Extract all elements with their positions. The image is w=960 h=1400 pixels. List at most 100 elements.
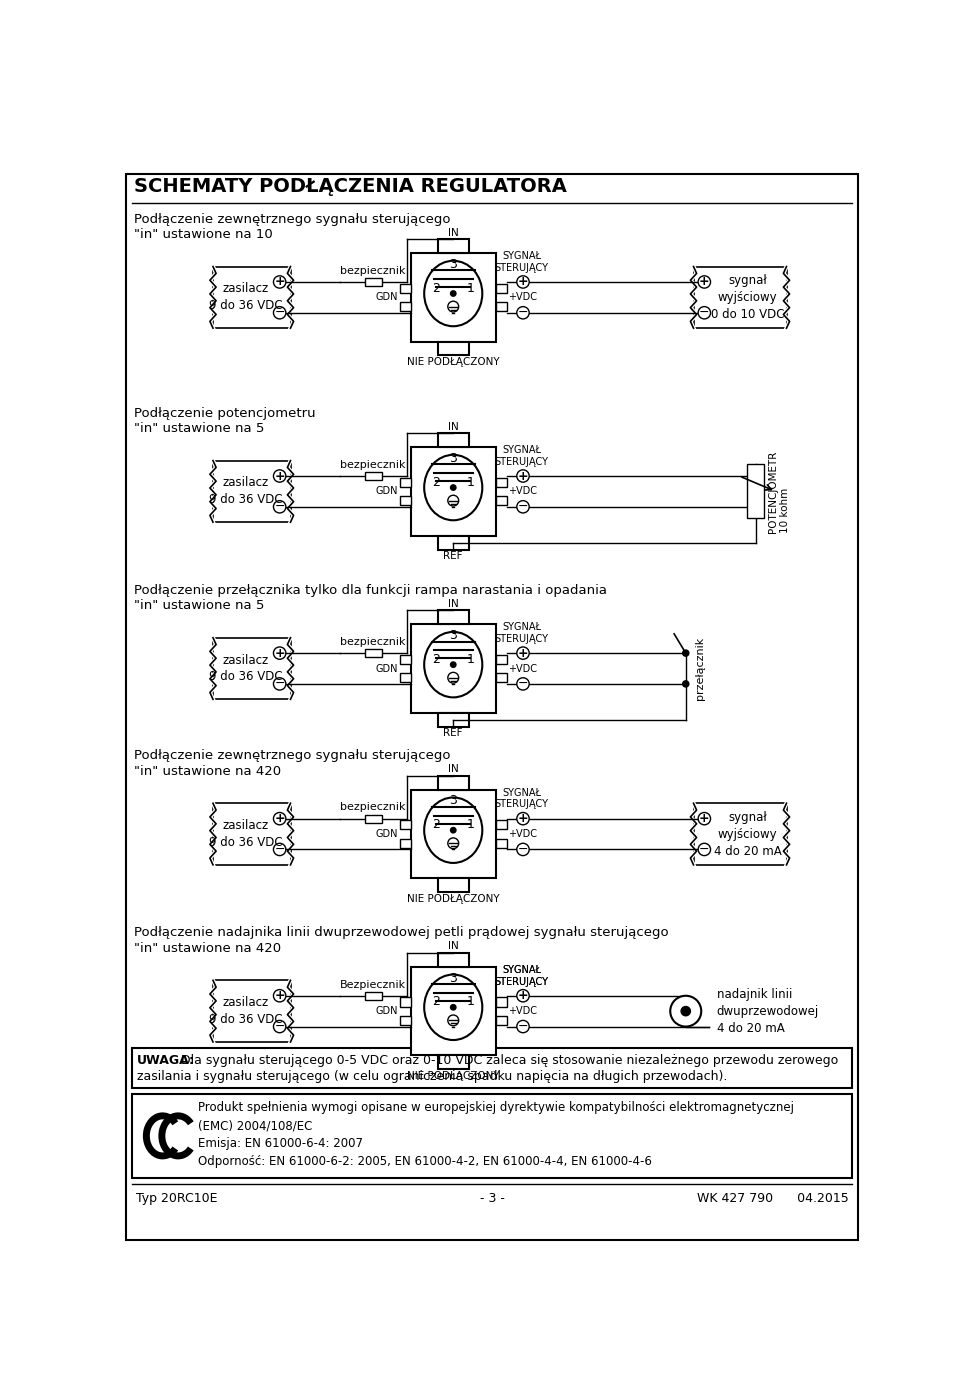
Text: "in" ustawione na 5: "in" ustawione na 5 (134, 599, 264, 612)
Bar (496, 302, 507, 311)
Text: zasilacz
9 do 36 VDC: zasilacz 9 do 36 VDC (208, 654, 282, 683)
Text: 3: 3 (449, 258, 457, 270)
Text: zasilacz
9 do 36 VDC: zasilacz 9 do 36 VDC (208, 476, 282, 507)
Bar (411, 967, 496, 1056)
Bar (747, 465, 764, 518)
Bar (438, 610, 468, 624)
Text: "in" ustawione na 10: "in" ustawione na 10 (134, 228, 273, 241)
Bar (132, 1049, 852, 1088)
Ellipse shape (424, 455, 482, 521)
Text: −: − (517, 307, 528, 319)
Bar (496, 283, 507, 293)
Text: 1: 1 (467, 652, 474, 666)
Text: GDN: GDN (375, 664, 398, 673)
Text: 3: 3 (449, 972, 457, 984)
Text: Podłączenie przełącznika tylko dla funkcji rampa narastania i opadania: Podłączenie przełącznika tylko dla funkc… (134, 584, 607, 596)
Text: 3: 3 (449, 452, 457, 465)
Circle shape (274, 678, 286, 690)
Text: przełącznik: przełącznik (695, 637, 705, 700)
Text: 1: 1 (467, 995, 474, 1008)
Text: sygnał
wyjściowy
0 do 10 VDC: sygnał wyjściowy 0 do 10 VDC (711, 274, 784, 321)
Circle shape (274, 501, 286, 512)
Text: 2: 2 (432, 652, 440, 666)
Bar (213, 804, 291, 865)
Text: +: + (517, 647, 528, 659)
Bar (213, 266, 291, 328)
Text: −: − (275, 843, 285, 855)
Ellipse shape (424, 631, 482, 697)
Bar (399, 477, 411, 487)
Circle shape (274, 1021, 286, 1033)
Text: +VDC: +VDC (508, 1007, 538, 1016)
Text: GDN: GDN (375, 829, 398, 839)
Bar (438, 536, 468, 550)
Circle shape (698, 307, 710, 319)
Text: SYGNAŁ
STERUJĄCY: SYGNAŁ STERUJĄCY (494, 788, 548, 809)
Circle shape (450, 484, 456, 490)
Bar (411, 790, 496, 878)
Text: Produkt spełnienia wymogi opisane w europejskiej dyrektywie kompatybilności elek: Produkt spełnienia wymogi opisane w euro… (198, 1102, 794, 1168)
Circle shape (274, 647, 286, 659)
Text: WK 427 790      04.2015: WK 427 790 04.2015 (697, 1193, 849, 1205)
Text: Dla sygnału sterującego 0-5 VDC oraz 0-10 VDC zaleca się stosowanie niezależnego: Dla sygnału sterującego 0-5 VDC oraz 0-1… (178, 1054, 839, 1067)
Text: "in" ustawione na 5: "in" ustawione na 5 (134, 423, 264, 435)
Circle shape (683, 680, 689, 687)
Text: SYGNAŁ
STERUJĄCY: SYGNAŁ STERUJĄCY (494, 965, 548, 987)
Text: bezpiecznik: bezpiecznik (341, 459, 406, 470)
Text: +: + (275, 990, 285, 1002)
Circle shape (516, 678, 529, 690)
Text: −: − (699, 843, 709, 855)
Circle shape (274, 843, 286, 855)
Text: sygnał
wyjściowy
4 do 20 mA: sygnał wyjściowy 4 do 20 mA (714, 811, 781, 858)
Text: Podłączenie zewnętrznego sygnału sterującego: Podłączenie zewnętrznego sygnału sterują… (134, 749, 450, 763)
Bar (438, 239, 468, 253)
Text: POTENCJOMETR
10 kohm: POTENCJOMETR 10 kohm (768, 451, 790, 532)
Bar (365, 279, 382, 286)
Circle shape (447, 837, 459, 848)
Circle shape (516, 990, 529, 1002)
Text: −: − (275, 307, 285, 319)
Text: +VDC: +VDC (508, 293, 538, 302)
Text: zasilania i sygnału sterującego (w celu ograniczenia spadku napięcia na długich : zasilania i sygnału sterującego (w celu … (137, 1070, 728, 1082)
Text: +: + (517, 812, 528, 825)
Text: SYGNAŁ
STERUJĄCY: SYGNAŁ STERUJĄCY (494, 965, 548, 987)
Text: IN: IN (448, 764, 459, 774)
Bar (496, 1016, 507, 1025)
Bar (399, 655, 411, 664)
Bar (438, 713, 468, 727)
Text: 1: 1 (467, 476, 474, 489)
Text: SYGNAŁ
STERUJĄCY: SYGNAŁ STERUJĄCY (494, 622, 548, 644)
Bar (693, 266, 786, 328)
Text: IN: IN (448, 599, 459, 609)
Circle shape (698, 812, 710, 825)
Text: +: + (275, 469, 285, 483)
Bar (399, 283, 411, 293)
Circle shape (681, 1007, 690, 1016)
Text: SYGNAŁ
STERUJĄCY: SYGNAŁ STERUJĄCY (494, 445, 548, 466)
Circle shape (274, 990, 286, 1002)
Text: +VDC: +VDC (508, 664, 538, 673)
Text: UWAGA:: UWAGA: (137, 1054, 195, 1067)
Text: 3: 3 (449, 629, 457, 641)
Text: 3: 3 (449, 794, 457, 808)
Bar (213, 980, 291, 1042)
Text: IN: IN (448, 941, 459, 952)
Ellipse shape (424, 974, 482, 1040)
Bar (496, 820, 507, 829)
Text: 2: 2 (432, 476, 440, 489)
Circle shape (274, 812, 286, 825)
Bar (693, 804, 786, 865)
Text: +: + (517, 469, 528, 483)
Circle shape (683, 650, 689, 657)
Text: +VDC: +VDC (508, 829, 538, 839)
Text: 2: 2 (432, 995, 440, 1008)
Text: +: + (517, 990, 528, 1002)
Text: bezpiecznik: bezpiecznik (341, 802, 406, 812)
Bar (438, 1056, 468, 1070)
Text: "in" ustawione na 420: "in" ustawione na 420 (134, 942, 281, 955)
Circle shape (274, 307, 286, 319)
Ellipse shape (424, 260, 482, 326)
Bar (438, 953, 468, 967)
Bar (399, 820, 411, 829)
Text: GDN: GDN (375, 293, 398, 302)
